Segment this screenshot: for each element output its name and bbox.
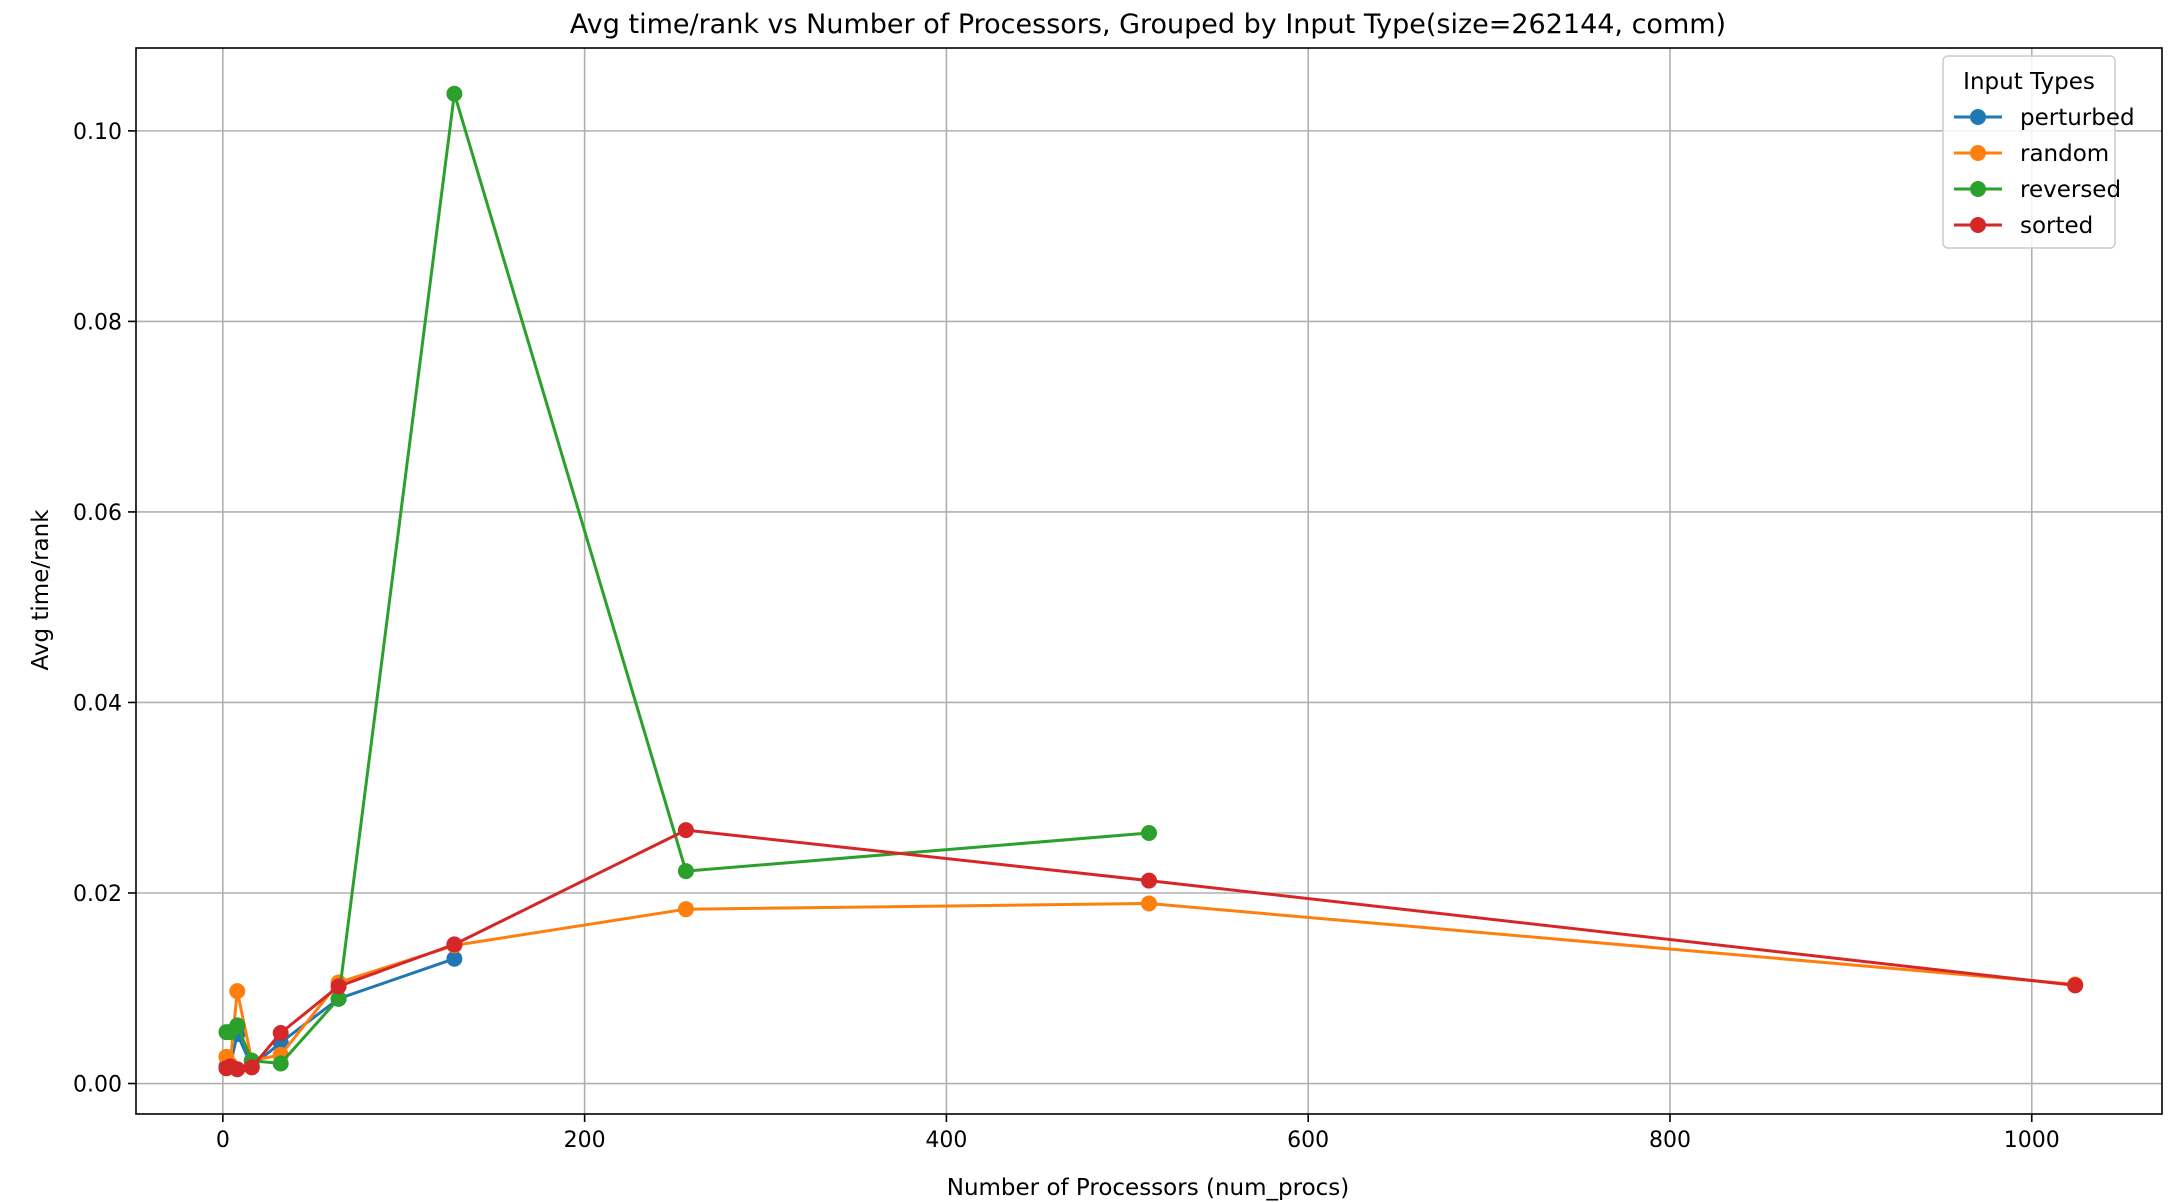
data-point-random: [1141, 895, 1157, 912]
data-point-sorted: [229, 1061, 246, 1078]
legend-marker: [1970, 181, 1986, 197]
legend-label: random: [2020, 141, 2109, 167]
data-point-reversed: [1141, 824, 1157, 841]
legend-entries: perturbed random reversed sorted: [1954, 105, 2135, 239]
data-point-reversed: [677, 863, 694, 880]
y-tick-label: 0.02: [73, 882, 122, 907]
legend-entry-random: random: [1954, 141, 2109, 167]
data-point-sorted: [446, 936, 463, 953]
series-layer: [218, 85, 2084, 1078]
x-tick-label: 1000: [2004, 1128, 2060, 1153]
data-point-sorted: [272, 1025, 289, 1042]
legend-entry-sorted: sorted: [1954, 213, 2093, 239]
y-tick-label: 0.08: [73, 310, 122, 335]
series-sorted: [218, 822, 2084, 1078]
legend-marker: [1970, 217, 1986, 233]
y-axis-label: Avg time/rank: [28, 509, 54, 671]
legend-entry-perturbed: perturbed: [1954, 105, 2135, 131]
legend-entry-reversed: reversed: [1954, 177, 2121, 203]
data-point-sorted: [677, 822, 694, 839]
data-point-reversed: [229, 1017, 246, 1034]
data-point-reversed: [330, 990, 347, 1007]
data-point-sorted: [2067, 977, 2084, 994]
chart-title: Avg time/rank vs Number of Processors, G…: [570, 9, 1726, 40]
data-point-sorted: [330, 978, 347, 995]
y-tick-label: 0.10: [73, 120, 122, 145]
x-tick-label: 0: [216, 1128, 230, 1153]
x-tick-label: 600: [1287, 1128, 1329, 1153]
x-tick-label: 200: [564, 1128, 606, 1153]
y-axis: 0.00 0.02 0.04 0.06 0.08 0.10: [73, 120, 136, 1098]
data-point-reversed: [446, 85, 463, 102]
data-point-random: [229, 983, 246, 1000]
y-tick-label: 0.00: [73, 1073, 122, 1098]
data-point-perturbed: [446, 950, 463, 967]
legend-label: reversed: [2020, 177, 2121, 203]
x-tick-label: 400: [925, 1128, 967, 1153]
legend-box: [1942, 55, 2116, 249]
y-tick-label: 0.04: [73, 691, 122, 716]
data-point-random: [677, 901, 694, 918]
data-point-sorted: [243, 1059, 260, 1076]
legend-label: perturbed: [2020, 105, 2135, 131]
plot-frame: [135, 47, 2163, 1115]
legend-label: sorted: [2020, 213, 2093, 239]
x-axis-label: Number of Processors (num_procs): [947, 1175, 1350, 1201]
x-tick-label: 800: [1649, 1128, 1691, 1153]
legend-marker: [1970, 145, 1986, 161]
legend: Input Types perturbed random reversed sorte…: [1942, 55, 2135, 249]
x-axis: 0 200 400 600 800 1000: [216, 1114, 2060, 1153]
legend-marker: [1970, 109, 1986, 125]
legend-title: Input Types: [1963, 69, 2095, 95]
y-tick-label: 0.06: [73, 501, 122, 526]
data-point-reversed: [272, 1055, 289, 1072]
data-point-sorted: [1141, 872, 1157, 889]
